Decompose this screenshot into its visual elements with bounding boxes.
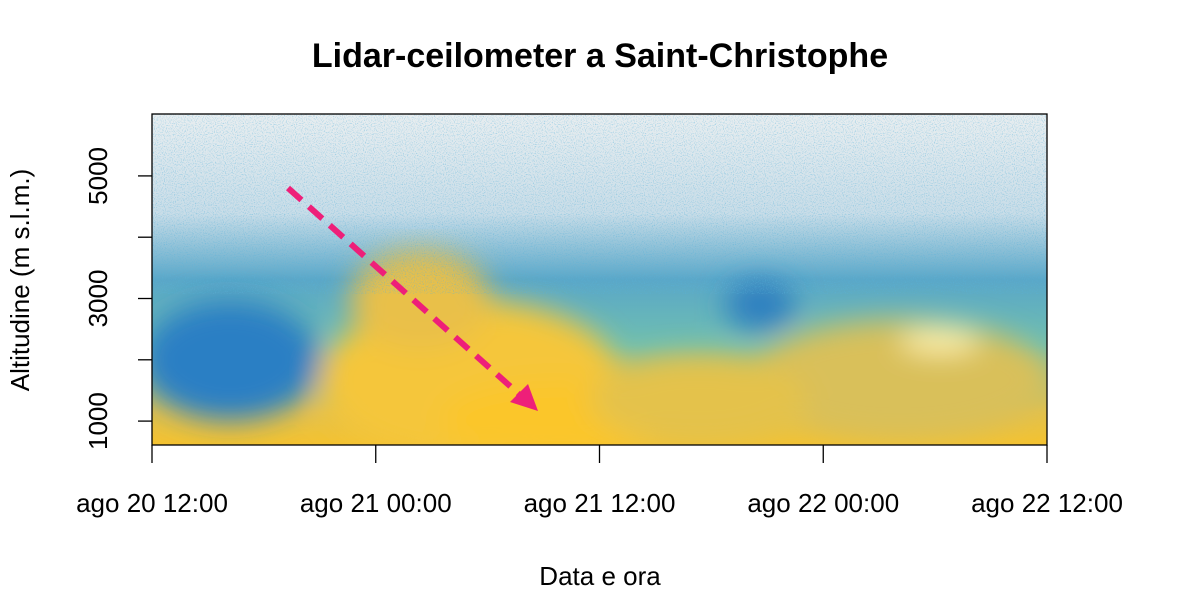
y-tick-label: 5000 <box>83 147 113 205</box>
y-axis-label: Altitudine (m s.l.m.) <box>5 169 35 392</box>
y-tick-label: 3000 <box>83 270 113 328</box>
x-tick-label: ago 22 00:00 <box>747 488 899 518</box>
annotation-arrow <box>286 185 538 411</box>
x-tick-label: ago 20 12:00 <box>76 488 228 518</box>
x-tick-label: ago 21 12:00 <box>524 488 676 518</box>
x-axis-label: Data e ora <box>539 561 661 591</box>
heatmap-image <box>152 114 1047 445</box>
chart-title: Lidar-ceilometer a Saint-Christophe <box>312 37 888 75</box>
x-tick-label: ago 22 12:00 <box>971 488 1123 518</box>
y-tick-label: 1000 <box>83 392 113 450</box>
x-tick-label: ago 21 00:00 <box>300 488 452 518</box>
